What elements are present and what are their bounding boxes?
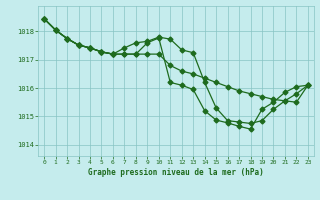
- X-axis label: Graphe pression niveau de la mer (hPa): Graphe pression niveau de la mer (hPa): [88, 168, 264, 177]
